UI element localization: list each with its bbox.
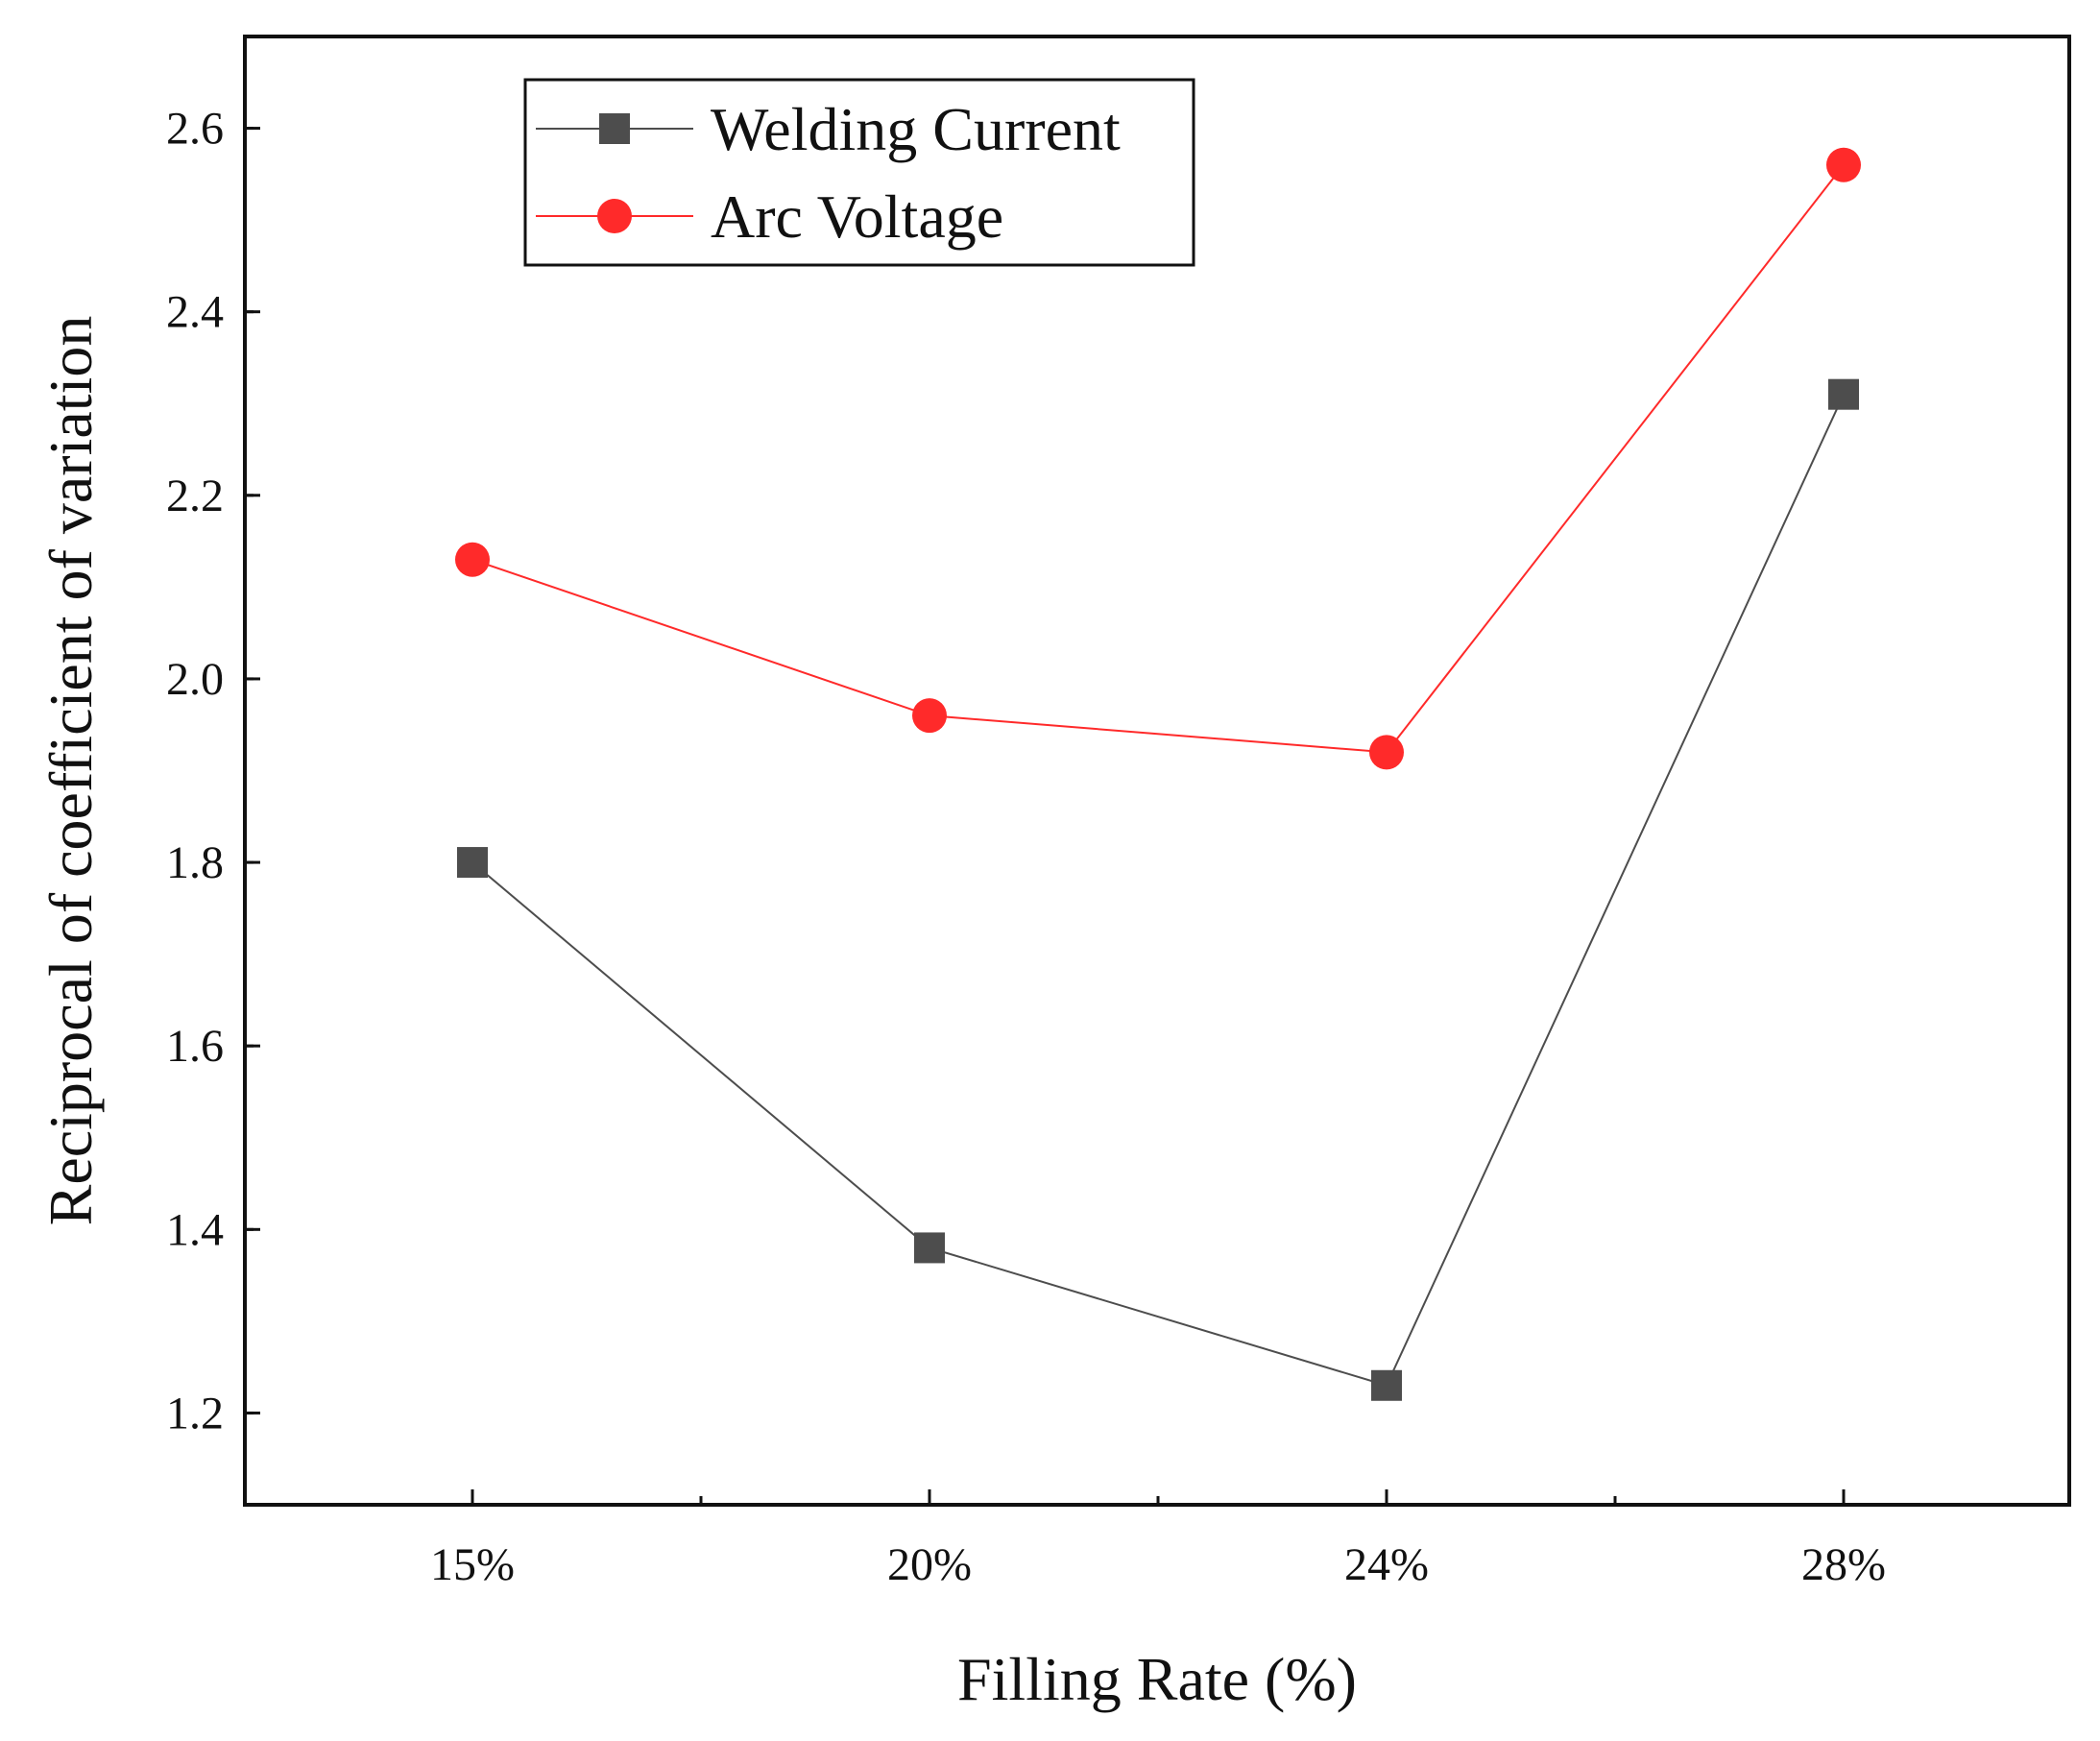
y-tick-label: 1.4 <box>166 1204 224 1255</box>
y-tick-label: 2.2 <box>166 471 224 521</box>
data-point <box>1826 147 1861 182</box>
series-arc-voltage <box>455 147 1861 770</box>
legend-label: Welding Current <box>711 95 1121 163</box>
legend: Welding Current Arc Voltage <box>523 78 1195 267</box>
data-point <box>1828 378 1859 410</box>
x-tick-label: 28% <box>1801 1539 1886 1590</box>
x-tick-label: 24% <box>1344 1539 1429 1590</box>
y-tick-label: 1.2 <box>166 1388 224 1439</box>
x-axis-title: Filling Rate (%) <box>957 1645 1357 1713</box>
y-tick-label: 2.0 <box>166 654 224 705</box>
x-tick-label: 20% <box>887 1539 972 1590</box>
series-welding-current <box>457 378 1859 1401</box>
x-tick-label: 15% <box>430 1539 515 1590</box>
legend-marker <box>597 199 632 233</box>
data-point <box>912 698 947 734</box>
data-point <box>1371 1369 1402 1401</box>
data-point <box>455 542 490 577</box>
legend-item: Welding Current <box>536 95 1121 163</box>
series-line <box>471 164 1845 754</box>
legend-box <box>523 78 1195 267</box>
y-tick-label: 2.6 <box>166 104 224 155</box>
series-line <box>471 394 1845 1387</box>
y-tick-label: 2.4 <box>166 287 224 338</box>
y-axis-title: Reciprocal of coefficient of variation <box>36 316 105 1226</box>
legend-item: Arc Voltage <box>536 182 1003 251</box>
data-point <box>1369 735 1404 770</box>
data-point <box>914 1232 945 1264</box>
legend-label: Arc Voltage <box>711 182 1003 251</box>
y-tick-label: 1.8 <box>166 837 224 888</box>
legend-marker <box>599 113 630 144</box>
data-point <box>457 847 488 879</box>
y-tick-label: 1.6 <box>166 1021 224 1072</box>
